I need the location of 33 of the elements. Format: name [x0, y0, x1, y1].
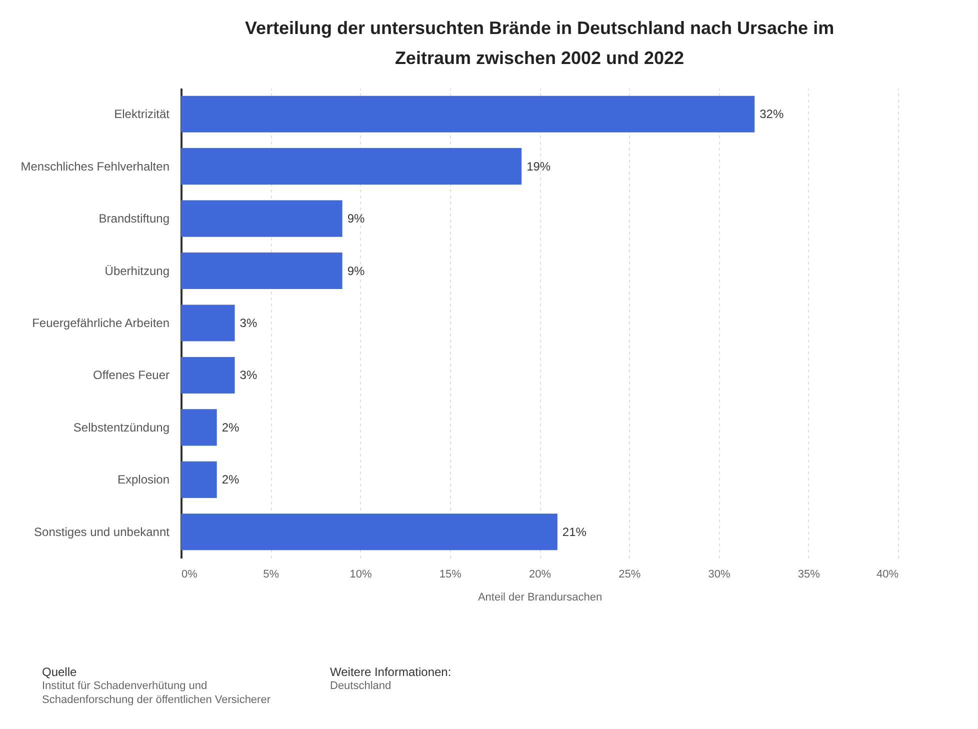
data-label: 3% — [240, 316, 258, 330]
data-label: 19% — [526, 159, 551, 174]
chart-title: Verteilung der untersuchten Brände in Deutschland nach Ursache im Zeitraum zwischen 2002 und 2022 — [244, 18, 834, 68]
y-tick-label: Sonstiges und unbekannt — [34, 524, 170, 539]
y-tick-label: Elektrizität — [114, 107, 170, 122]
data-label: 2% — [222, 420, 240, 434]
y-tick-label: Explosion — [117, 472, 170, 487]
x-tick-label: 20% — [528, 568, 552, 580]
data-label: 3% — [240, 368, 258, 382]
text: Quelle — [42, 665, 78, 679]
x-tick-label: 30% — [708, 568, 730, 580]
y-tick-label: Brandstiftung — [98, 212, 170, 226]
y-tick-label: Überhitzung — [104, 264, 170, 278]
text: Institut für Schadenverhütung und Schadenforschung der öffentlichen Versicherer — [42, 680, 270, 706]
data-label: 2% — [222, 472, 240, 487]
x-tick-label: 10% — [350, 568, 372, 580]
text: Weitere Informationen: — [330, 665, 452, 679]
y-tick-label: Feuergefährliche Arbeiten — [32, 316, 170, 330]
data-label: 9% — [347, 212, 365, 226]
y-tick-label: Offenes Feuer — [93, 368, 170, 382]
y-tick-label: Menschliches Fehlverhalten — [20, 159, 170, 174]
data-label: 21% — [562, 524, 587, 539]
x-axis-title: Anteil der Brandursachen — [478, 592, 602, 604]
x-tick-label: 25% — [618, 568, 641, 580]
data-label: 32% — [760, 107, 784, 122]
x-tick-label: 15% — [439, 568, 462, 580]
text: Deutschland — [330, 680, 392, 692]
x-tick-label: 0% — [182, 568, 198, 580]
x-tick-label: 35% — [798, 568, 820, 580]
x-tick-label: 5% — [263, 568, 280, 580]
data-label: 9% — [347, 264, 365, 278]
y-tick-label: Selbstentzündung — [73, 420, 170, 434]
x-tick-label: 40% — [876, 568, 899, 580]
